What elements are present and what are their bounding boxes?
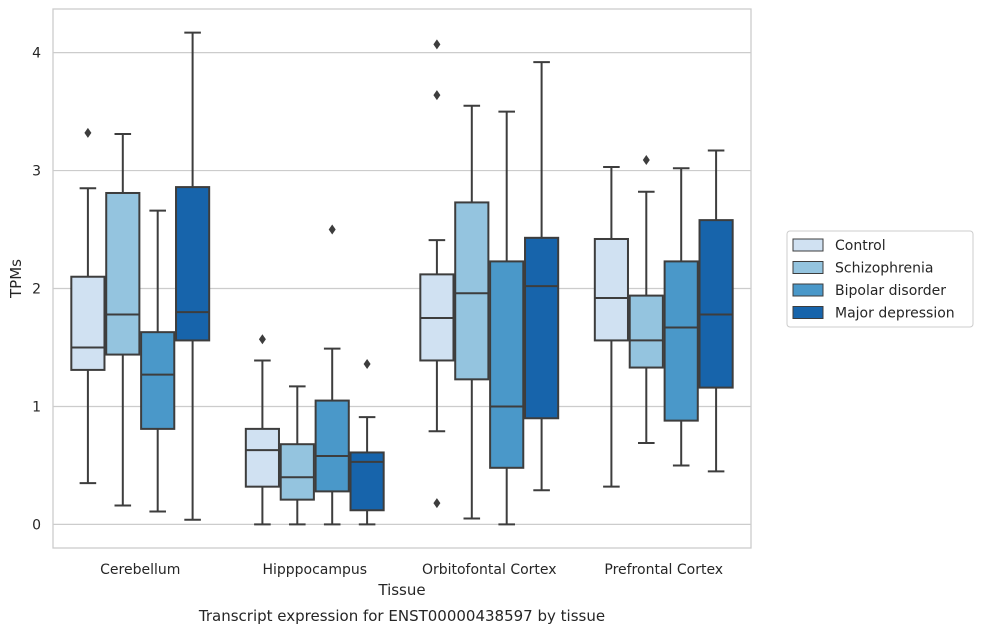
legend-swatch xyxy=(792,283,824,297)
legend-item: Bipolar disorder xyxy=(792,283,946,299)
box-body xyxy=(140,331,176,430)
y-tick-label: 2 xyxy=(32,282,41,298)
legend-label: Major depression xyxy=(835,306,955,322)
legend-item: Schizophrenia xyxy=(792,261,933,277)
box-body xyxy=(628,294,664,369)
legend-swatch xyxy=(792,238,824,252)
outlier-point xyxy=(433,39,441,50)
box-body xyxy=(314,399,350,493)
chart-caption: Transcript expression for ENST0000043859… xyxy=(198,607,605,625)
outlier-point xyxy=(363,359,371,370)
x-axis-label: Tissue xyxy=(377,581,425,599)
legend-item: Control xyxy=(792,238,886,254)
y-tick-label: 4 xyxy=(32,46,41,62)
legend-swatch xyxy=(792,306,824,319)
outlier-point xyxy=(328,224,336,235)
x-tick-label: Prefrontal Cortex xyxy=(604,562,723,578)
x-tick-label: Cerebellum xyxy=(100,562,180,578)
outlier-point xyxy=(84,127,92,138)
box-group xyxy=(140,209,176,513)
legend-item: Major depression xyxy=(792,306,955,322)
y-tick-label: 0 xyxy=(32,517,41,533)
box-body xyxy=(593,237,629,342)
box-body xyxy=(279,443,315,501)
box-body xyxy=(663,260,699,422)
legend-label: Control xyxy=(835,238,886,254)
box-group xyxy=(105,133,141,507)
box-group xyxy=(70,127,106,485)
y-axis-label: TPMs xyxy=(7,259,25,299)
box-body xyxy=(105,191,141,356)
x-tick-label: Orbitofontal Cortex xyxy=(422,562,557,578)
box-group xyxy=(524,61,560,492)
legend-swatch xyxy=(792,261,824,274)
y-tick-label: 3 xyxy=(32,164,41,180)
box-body xyxy=(454,201,490,381)
box-group xyxy=(349,359,385,526)
legend-label: Schizophrenia xyxy=(835,261,933,277)
box-group xyxy=(454,104,490,520)
box-body xyxy=(70,275,106,371)
x-tick-label: Hipppocampus xyxy=(262,562,367,578)
box-plot-marks xyxy=(70,31,734,526)
box-group xyxy=(628,154,664,445)
box-group xyxy=(419,39,455,509)
legend-items: Control Schizophrenia Bipolar disorder Majo… xyxy=(792,238,955,322)
box-body xyxy=(698,219,734,389)
plot-area-frame xyxy=(52,8,752,549)
box-group xyxy=(175,31,211,521)
legend-label: Bipolar disorder xyxy=(835,283,946,299)
box-group xyxy=(244,334,280,526)
outlier-point xyxy=(433,498,441,509)
legend-frame xyxy=(786,230,974,328)
box-group xyxy=(698,149,734,473)
y-tick-label: 1 xyxy=(32,399,41,415)
outlier-point xyxy=(433,90,441,101)
box-group xyxy=(314,224,350,526)
box-body xyxy=(175,186,211,342)
box-body xyxy=(244,427,280,488)
outlier-point xyxy=(642,154,650,165)
box-group xyxy=(593,166,629,488)
legend: Control Schizophrenia Bipolar disorder Majo… xyxy=(786,230,974,328)
y-axis-ticks: 0 1 2 3 4 xyxy=(32,46,41,534)
box-body xyxy=(524,236,560,420)
box-group xyxy=(489,110,525,526)
box-group xyxy=(663,167,699,467)
outlier-point xyxy=(258,334,266,345)
box-group xyxy=(279,385,315,526)
x-axis-ticks: Cerebellum Hipppocampus Orbitofontal Corte… xyxy=(100,562,723,578)
box-body xyxy=(489,260,525,469)
